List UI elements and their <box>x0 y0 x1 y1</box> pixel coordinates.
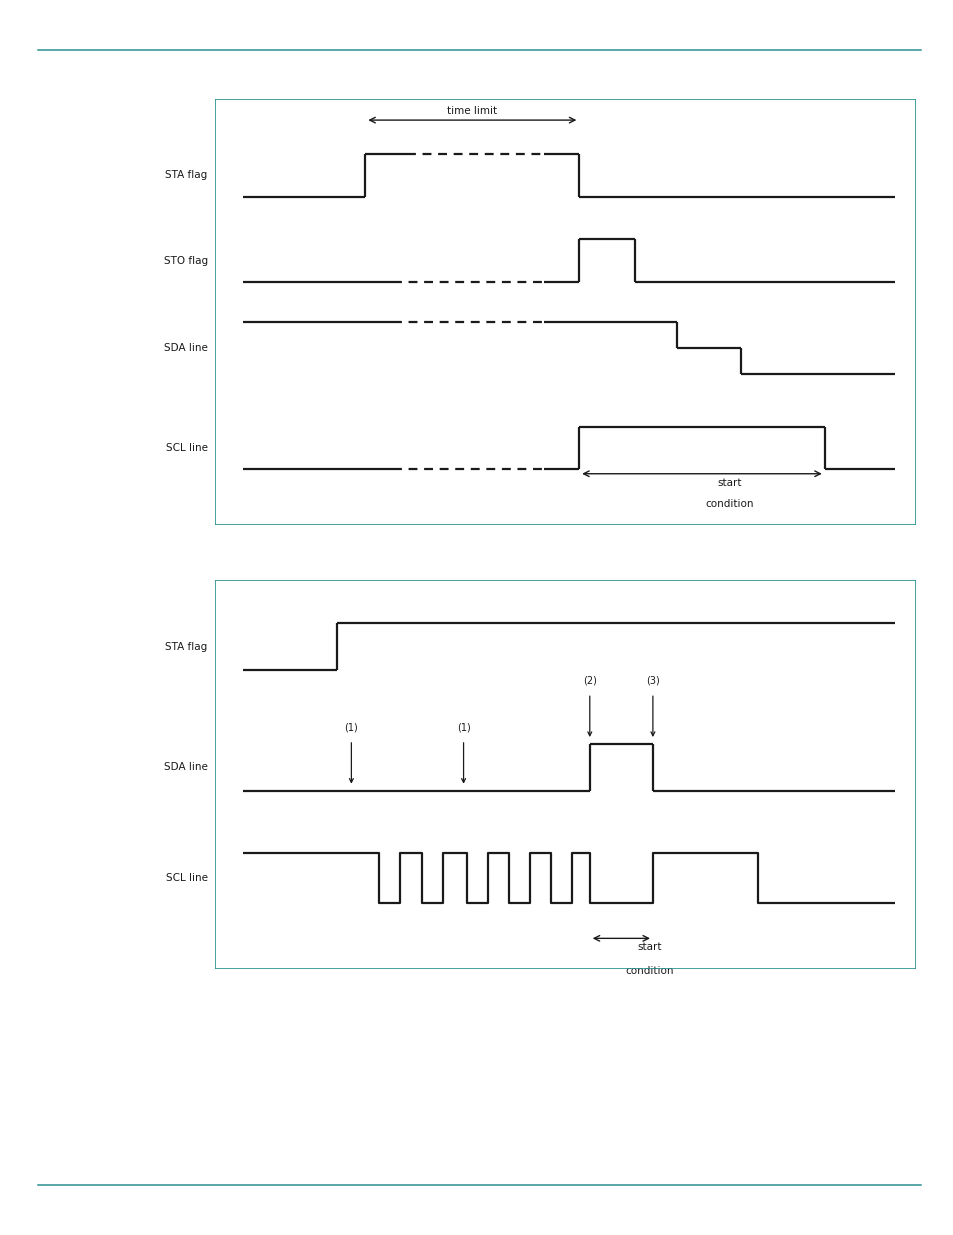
Text: SCL line: SCL line <box>166 873 208 883</box>
Text: (1): (1) <box>344 722 358 732</box>
Text: condition: condition <box>624 966 673 976</box>
Text: SDA line: SDA line <box>164 762 208 772</box>
Text: start: start <box>637 942 661 952</box>
Text: (2): (2) <box>582 676 596 685</box>
Text: time limit: time limit <box>447 106 497 116</box>
Text: STA flag: STA flag <box>165 642 208 652</box>
Text: SCL line: SCL line <box>166 443 208 453</box>
Text: condition: condition <box>705 499 754 509</box>
Text: SDA line: SDA line <box>164 343 208 353</box>
Text: STO flag: STO flag <box>163 256 208 266</box>
Text: start: start <box>717 478 741 488</box>
Text: STA flag: STA flag <box>165 170 208 180</box>
Text: (1): (1) <box>456 722 470 732</box>
Text: (3): (3) <box>645 676 659 685</box>
